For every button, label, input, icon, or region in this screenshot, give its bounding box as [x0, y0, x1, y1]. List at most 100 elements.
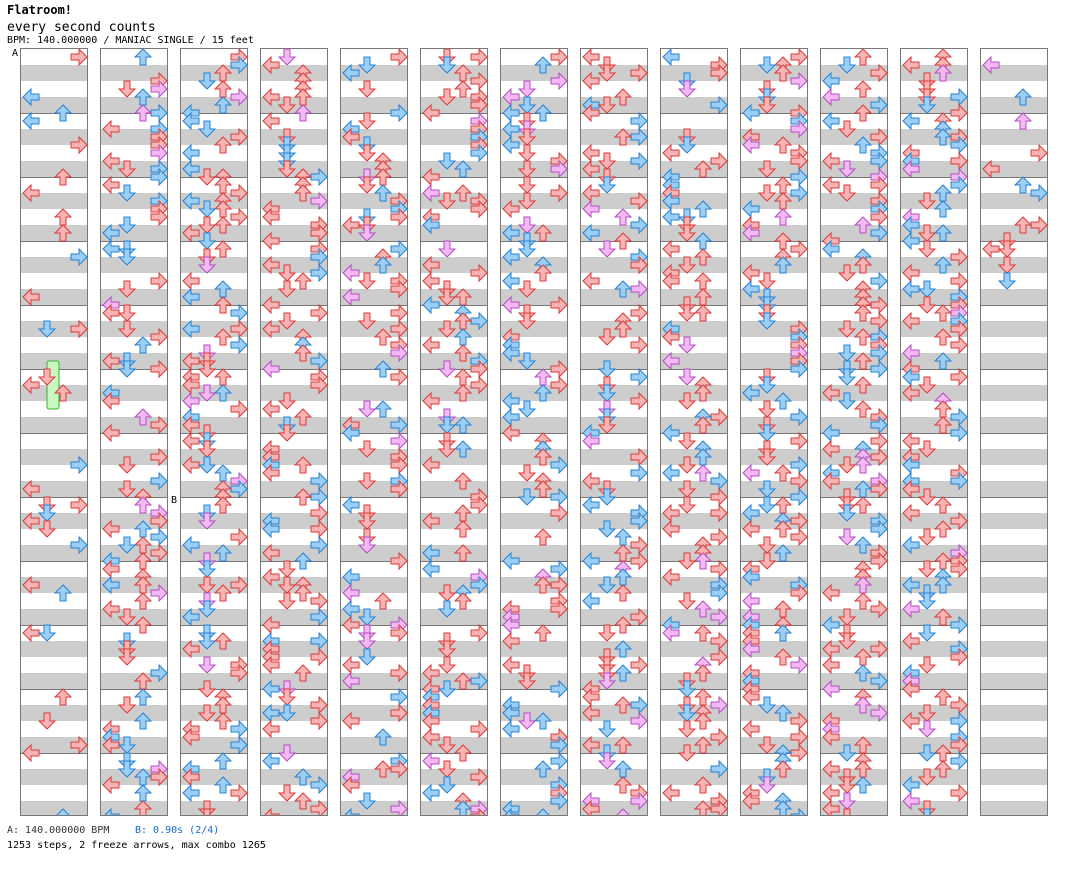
- step-arrow-down: [677, 496, 697, 514]
- measure-line: [821, 625, 887, 626]
- step-arrow-left: [22, 183, 40, 203]
- step-arrow-right: [710, 607, 727, 627]
- step-arrow-down: [843, 808, 851, 815]
- step-arrow-down: [837, 120, 857, 138]
- step-arrow-up: [853, 480, 873, 498]
- measure-line: [21, 689, 87, 690]
- step-arrow-right: [70, 455, 87, 475]
- step-arrow-right: [790, 655, 807, 675]
- step-arrow-down: [837, 56, 857, 74]
- step-arrow-up: [213, 712, 233, 730]
- step-arrow-right: [950, 511, 967, 531]
- step-arrow-left: [582, 199, 600, 219]
- measure-line: [421, 561, 487, 562]
- step-arrow-up: [453, 440, 473, 458]
- step-arrow-down: [437, 416, 457, 434]
- step-arrow-right: [790, 151, 807, 171]
- step-arrow-left: [22, 375, 40, 395]
- step-arrow-left: [742, 791, 760, 811]
- step-arrow-up: [533, 712, 553, 730]
- step-arrow-left: [742, 567, 760, 587]
- step-arrow-up: [933, 520, 953, 538]
- step-arrow-right: [630, 151, 647, 171]
- step-arrow-right: [150, 271, 167, 291]
- step-arrow-left: [342, 263, 360, 283]
- step-arrow-left: [902, 383, 920, 403]
- step-arrow-left: [902, 455, 920, 475]
- step-arrow-up: [213, 584, 233, 602]
- step-arrow-down: [277, 96, 297, 114]
- measure-line: [501, 369, 567, 370]
- step-arrow-left: [742, 463, 760, 483]
- step-arrow-right: [310, 351, 327, 371]
- step-arrow-up: [613, 568, 633, 586]
- step-arrow-down: [517, 488, 537, 506]
- step-arrow-right: [230, 183, 247, 203]
- step-arrow-right: [470, 623, 487, 643]
- step-arrow-left: [262, 615, 280, 635]
- step-arrow-up: [773, 648, 793, 666]
- measure-line: [581, 305, 647, 306]
- step-arrow-right: [710, 63, 727, 83]
- measure-line: [981, 305, 1047, 306]
- measure-line: [101, 305, 167, 306]
- step-arrow-left: [582, 103, 600, 123]
- step-arrow-up: [453, 520, 473, 538]
- measure-line: [21, 433, 87, 434]
- step-arrow-right: [870, 639, 887, 659]
- measure-line: [341, 497, 407, 498]
- step-arrow-up: [613, 232, 633, 250]
- step-arrow-up: [853, 304, 873, 322]
- step-arrow-down: [357, 112, 377, 130]
- step-arrow-up: [293, 104, 313, 122]
- step-arrow-right: [790, 359, 807, 379]
- step-arrow-left: [502, 295, 520, 315]
- step-arrow-up: [213, 368, 233, 386]
- step-arrow-right: [870, 151, 887, 171]
- step-arrow-down: [197, 680, 217, 698]
- step-arrow-left: [422, 335, 440, 355]
- step-arrow-right: [470, 671, 487, 691]
- step-arrow-down: [837, 632, 857, 650]
- step-arrow-left: [502, 271, 520, 291]
- step-arrow-right: [150, 207, 167, 227]
- step-arrow-up: [213, 280, 233, 298]
- chart-column: [900, 48, 968, 816]
- step-arrow-down: [277, 160, 297, 178]
- step-arrow-up: [373, 256, 393, 274]
- step-arrow-up: [693, 232, 713, 250]
- step-arrow-up: [613, 88, 633, 106]
- step-arrow-right: [630, 255, 647, 275]
- step-arrow-down: [117, 360, 137, 378]
- step-arrow-down: [277, 744, 297, 762]
- step-arrow-right: [870, 703, 887, 723]
- step-arrow-down: [517, 240, 537, 258]
- step-arrow-up: [933, 184, 953, 202]
- step-arrow-right: [950, 335, 967, 355]
- measure-line: [21, 241, 87, 242]
- step-arrow-down: [597, 576, 617, 594]
- note-layer: [22, 49, 87, 815]
- step-arrow-right: [150, 511, 167, 531]
- step-arrow-left: [582, 471, 600, 491]
- step-arrow-right: [790, 49, 807, 67]
- step-arrow-right: [470, 375, 487, 395]
- step-arrow-up: [533, 56, 553, 74]
- step-arrow-right: [550, 455, 567, 475]
- step-arrow-left: [902, 55, 920, 75]
- step-arrow-left: [902, 367, 920, 387]
- measure-line: [741, 497, 807, 498]
- step-arrow-right: [550, 575, 567, 595]
- step-arrow-down: [837, 368, 857, 386]
- step-arrow-down: [117, 216, 137, 234]
- step-arrow-down: [597, 176, 617, 194]
- step-arrow-left: [822, 679, 840, 699]
- step-arrow-left: [582, 799, 600, 815]
- step-arrow-down: [677, 680, 697, 698]
- step-arrow-right: [870, 127, 887, 147]
- step-arrow-left: [662, 623, 680, 643]
- step-arrow-left: [182, 143, 200, 163]
- measure-line: [341, 561, 407, 562]
- step-arrow-up: [213, 384, 233, 402]
- step-arrow-down: [117, 80, 137, 98]
